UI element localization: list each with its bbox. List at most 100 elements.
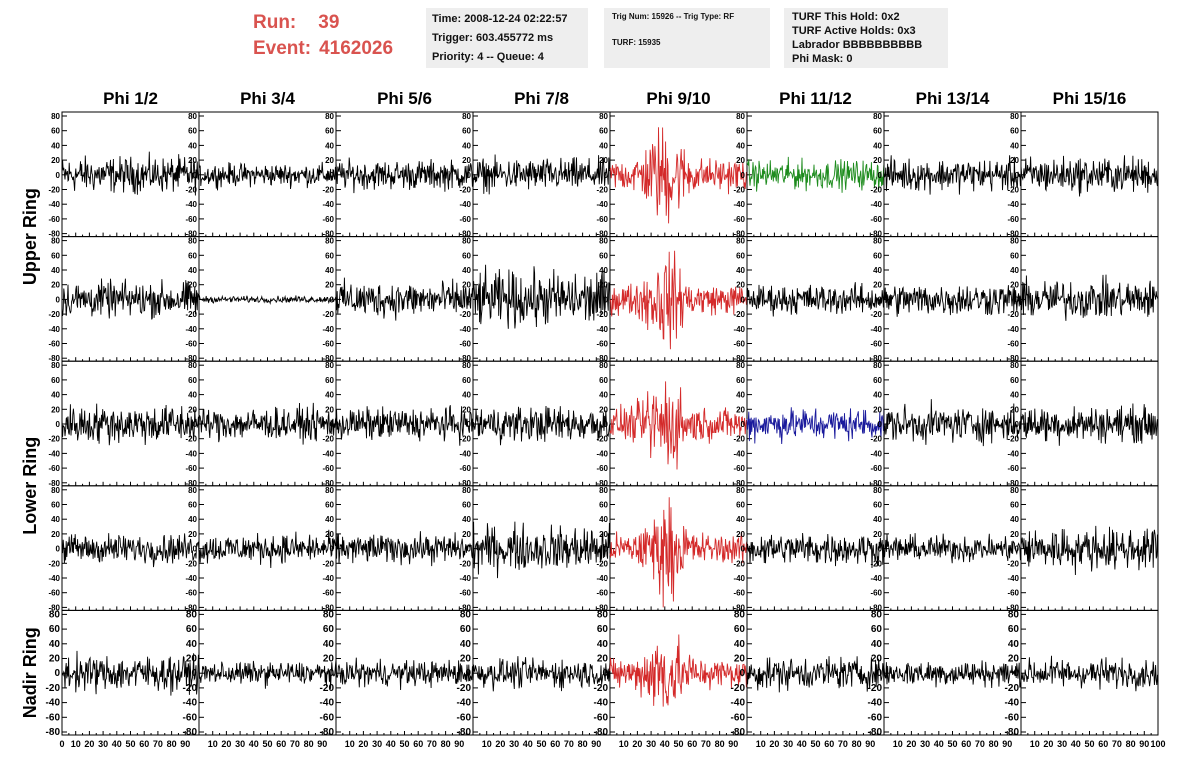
y-tick-label: -40 [594, 698, 609, 709]
x-tick-label: 80 [1126, 739, 1136, 749]
y-tick-label: -80 [48, 230, 60, 239]
y-tick-label: -40 [322, 200, 334, 209]
waveform-panel: -80 -60 -40 -20 0 20 40 60 80 [322, 236, 474, 363]
y-tick-label: 60 [873, 376, 882, 385]
y-tick-label: 80 [871, 609, 883, 620]
y-tick-label: -40 [731, 698, 746, 709]
y-tick-label: 20 [873, 405, 882, 414]
y-tick-label: -40 [596, 449, 608, 458]
y-tick-label: -40 [183, 698, 198, 709]
y-tick-label: 60 [51, 127, 60, 136]
y-tick-label: -20 [322, 559, 334, 568]
turf-this-hold-text: TURF This Hold: 0x2 [792, 11, 900, 23]
y-tick-label: -40 [1007, 200, 1019, 209]
y-tick-label: 40 [736, 141, 745, 150]
x-tick-label: 20 [906, 739, 916, 749]
y-tick-label: 0 [878, 420, 883, 429]
y-tick-label: 40 [873, 266, 882, 275]
turf-active-holds-text: TURF Active Holds: 0x3 [792, 25, 916, 37]
y-tick-label: 0 [604, 171, 609, 180]
waveform-panel: -80 -60 -40 -20 0 20 40 60 80 [459, 485, 611, 612]
y-tick-label: 80 [51, 361, 60, 370]
y-tick-label: -80 [48, 603, 60, 612]
waveform-trace [472, 405, 611, 446]
y-tick-label: 20 [188, 530, 197, 539]
y-tick-label: -60 [48, 215, 60, 224]
y-tick-label: -80 [459, 354, 471, 363]
x-tick-label: 80 [441, 739, 451, 749]
y-tick-label: 80 [736, 361, 745, 370]
y-tick-label: -80 [594, 727, 609, 738]
waveform-panel: -80 -60 -40 -20 0 20 40 60 80 [1007, 111, 1159, 239]
waveform-panel: -80 -60 -40 -20 0 20 40 60 80 [185, 360, 337, 488]
y-tick-label: 0 [1015, 295, 1020, 304]
y-tick-label: -40 [185, 200, 197, 209]
column-label: Phi 7/8 [514, 89, 569, 108]
y-tick-label: -40 [185, 574, 197, 583]
y-tick-label: -40 [733, 325, 745, 334]
y-tick-label: 0 [741, 171, 746, 180]
x-tick-label: 80 [989, 739, 999, 749]
y-tick-label: 40 [462, 266, 471, 275]
waveform-trace [335, 405, 474, 446]
y-tick-label: -20 [48, 310, 60, 319]
waveform-panel: -80 -60 -40 -20 0 20 40 60 80 [596, 111, 748, 239]
waveform-panel: -80 -60 -40 -20 0 20 40 60 80 [596, 485, 748, 612]
y-tick-label: 20 [51, 156, 60, 165]
y-tick-label: -60 [596, 340, 608, 349]
y-tick-label: 40 [1010, 391, 1019, 400]
y-tick-label: 60 [51, 376, 60, 385]
x-tick-label: 70 [427, 739, 437, 749]
y-tick-label: -80 [733, 230, 745, 239]
y-tick-label: 40 [736, 515, 745, 524]
y-tick-label: 80 [186, 609, 198, 620]
x-tick-label: 90 [591, 739, 601, 749]
y-tick-label: 0 [1015, 545, 1020, 554]
y-tick-label: -20 [48, 435, 60, 444]
y-tick-label: 20 [188, 405, 197, 414]
waveform-panel: -80 -60 -40 -20 0 20 40 60 80 [185, 485, 337, 612]
x-tick-label: 40 [934, 739, 944, 749]
y-tick-label: 20 [188, 156, 197, 165]
event-label: Event: [253, 38, 312, 59]
y-tick-label: -80 [596, 230, 608, 239]
x-tick-label: 50 [536, 739, 546, 749]
y-tick-label: -20 [733, 435, 745, 444]
waveform-panel: -80 -60 -40 -20 0 20 40 60 80 [457, 609, 611, 738]
y-tick-label: 20 [188, 281, 197, 290]
y-tick-label: -40 [870, 325, 882, 334]
y-tick-label: 60 [325, 376, 334, 385]
waveform-panel: -80 -60 -40 -20 0 20 40 60 80 [48, 360, 200, 488]
y-tick-label: -60 [185, 215, 197, 224]
trig-info-box: Trig Num: 15926 -- Trig Type: RF TURF: 1… [604, 8, 770, 68]
trig-text: Trig Num: 15926 -- Trig Type: RF [612, 12, 735, 21]
y-tick-label: -80 [870, 354, 882, 363]
y-tick-label: -20 [459, 559, 471, 568]
y-tick-label: 80 [462, 237, 471, 246]
y-tick-label: -20 [185, 186, 197, 195]
y-tick-label: 60 [1010, 501, 1019, 510]
column-label: Phi 15/16 [1053, 89, 1127, 108]
y-tick-label: 40 [597, 639, 609, 650]
y-tick-label: 80 [462, 112, 471, 121]
y-tick-label: -40 [459, 200, 471, 209]
y-tick-label: -80 [1007, 230, 1019, 239]
x-tick-label: 10 [893, 739, 903, 749]
y-tick-label: -60 [733, 589, 745, 598]
phi-mask-text: Phi Mask: 0 [792, 53, 853, 65]
x-tick-label: 30 [98, 739, 108, 749]
y-tick-label: -20 [870, 186, 882, 195]
y-tick-label: -40 [596, 200, 608, 209]
y-tick-label: -80 [185, 230, 197, 239]
y-tick-label: -80 [596, 479, 608, 488]
x-tick-label: 50 [810, 739, 820, 749]
y-tick-label: 80 [1010, 486, 1019, 495]
y-tick-label: 80 [188, 237, 197, 246]
waveform-trace [1020, 274, 1159, 321]
y-tick-label: 0 [739, 668, 745, 679]
y-tick-label: 20 [186, 654, 198, 665]
y-tick-label: -20 [322, 435, 334, 444]
y-tick-label: -20 [1005, 683, 1020, 694]
y-tick-label: -20 [1007, 559, 1019, 568]
waveform-trace [335, 157, 474, 194]
